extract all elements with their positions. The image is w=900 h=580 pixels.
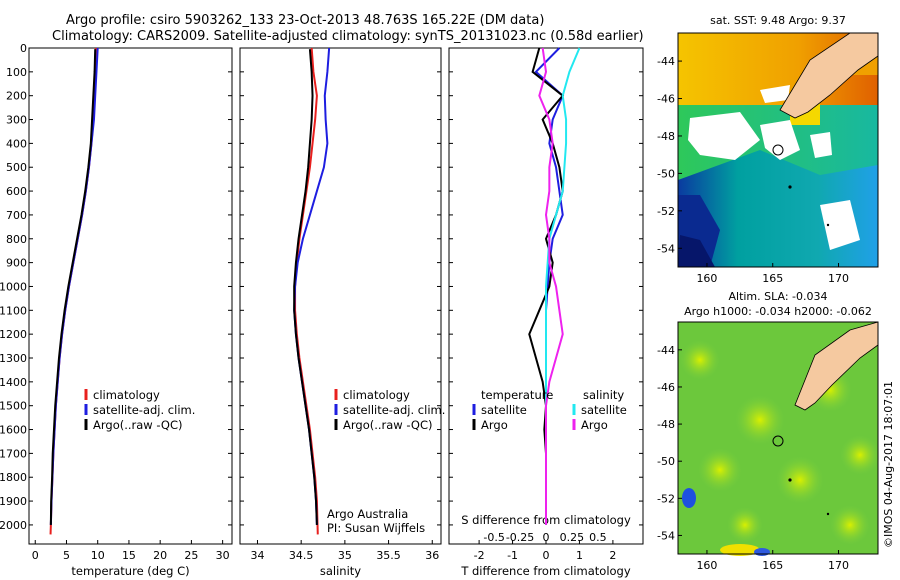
- map-y-tick-label: -48: [657, 418, 675, 431]
- map-y-tick-label: -44: [657, 344, 675, 357]
- legend-entry: satellite: [581, 403, 627, 417]
- diff-x-axis-label: T difference from climatology: [460, 564, 631, 578]
- y-tick-label: 1000: [0, 280, 27, 293]
- y-tick-label: 1200: [0, 328, 27, 341]
- sal-x-tick-label: 36: [425, 549, 439, 562]
- legend-entry: Argo(..raw -QC): [93, 418, 183, 432]
- temp-x-tick-label: 10: [91, 549, 105, 562]
- map-x-tick-label: 170: [828, 559, 849, 572]
- y-tick-label: 1100: [0, 304, 27, 317]
- map-y-tick-label: -46: [657, 381, 675, 394]
- diff-x-tick-label: 2: [609, 549, 616, 562]
- sal-x-tick-label: 34: [250, 549, 264, 562]
- map-x-tick-label: 165: [762, 559, 783, 572]
- y-tick-label: 1700: [0, 447, 27, 460]
- series-line-argo-raw-qc-: [293, 49, 318, 525]
- sla-map-title: Altim. SLA: -0.034: [728, 290, 827, 303]
- temp-x-tick-label: 30: [216, 549, 230, 562]
- series-line-argo-raw-qc-: [49, 49, 97, 525]
- map-y-tick-label: -50: [657, 167, 675, 180]
- y-tick-label: 800: [6, 233, 27, 246]
- map-x-tick-label: 170: [828, 272, 849, 285]
- sst-map-title: sat. SST: 9.48 Argo: 9.37: [710, 14, 846, 27]
- y-tick-label: 1800: [0, 471, 27, 484]
- temp-x-tick-label: 0: [32, 549, 39, 562]
- legend-entry: climatology: [93, 388, 160, 402]
- y-tick-label: 0: [20, 42, 27, 55]
- pi-name: PI: Susan Wijffels: [327, 521, 426, 535]
- sal-x-tick-label: 34.5: [289, 549, 314, 562]
- sla-map: [677, 321, 880, 556]
- legend-entry: satellite: [481, 403, 527, 417]
- diff-x-tick-label: 0: [543, 549, 550, 562]
- y-tick-label: 1400: [0, 376, 27, 389]
- series-line-salinity-argo: [538, 47, 564, 525]
- y-tick-label: 600: [6, 185, 27, 198]
- sla-map-subtitle: Argo h1000: -0.034 h2000: -0.062: [684, 305, 872, 318]
- map-y-tick-label: -44: [657, 55, 675, 68]
- salinity-x-tick-label: -0.25: [506, 531, 534, 544]
- diff-x-tick-label: -1: [507, 549, 518, 562]
- legend-entry: Argo: [481, 418, 508, 432]
- map-x-tick-label: 165: [762, 272, 783, 285]
- sal-x-axis-label: salinity: [320, 564, 361, 578]
- legend-entry: satellite-adj. clim.: [343, 403, 445, 417]
- salinity-x-tick-label: 0.5: [589, 531, 607, 544]
- temp-panel: 0100200300400500600700800900100011001200…: [0, 42, 233, 578]
- legend-salinity-title: salinity: [583, 388, 624, 402]
- salinity-x-tick-label: -0.5: [483, 531, 504, 544]
- sal-x-tick-label: 35: [338, 549, 352, 562]
- credit: Argo Australia: [327, 507, 409, 521]
- sal-panel: 34 34.5 35 35.5 36 salinity climatologysatelli…: [239, 47, 445, 578]
- legend-entry: climatology: [343, 388, 410, 402]
- map-y-tick-label: -52: [657, 205, 675, 218]
- y-tick-label: 700: [6, 209, 27, 222]
- y-tick-label: 500: [6, 161, 27, 174]
- map-y-tick-label: -48: [657, 130, 675, 143]
- y-tick-label: 1500: [0, 400, 27, 413]
- y-tick-label: 2000: [0, 519, 27, 532]
- y-tick-label: 1900: [0, 495, 27, 508]
- y-tick-label: 900: [6, 257, 27, 270]
- y-tick-label: 1600: [0, 424, 27, 437]
- title-line2: Climatology: CARS2009. Satellite-adjuste…: [52, 29, 644, 44]
- title-line1: Argo profile: csiro 5903262_133 23-Oct-2…: [66, 13, 545, 28]
- diff-x-tick-label: -2: [474, 549, 485, 562]
- temp-x-tick-label: 25: [184, 549, 198, 562]
- salinity-x-tick-label: 0.25: [560, 531, 585, 544]
- temp-x-tick-label: 5: [63, 549, 70, 562]
- sal-frame: [239, 47, 442, 545]
- map-y-tick-label: -54: [657, 242, 675, 255]
- y-tick-label: 200: [6, 90, 27, 103]
- temp-x-tick-label: 20: [153, 549, 167, 562]
- sal-x-tick-label: 35.5: [376, 549, 401, 562]
- diff-panel: -2 -1 0 1 2-0.5 -0.25 0 0.25 0.5S difference fro…: [448, 47, 644, 578]
- sst-map: [677, 32, 879, 268]
- legend-entry: satellite-adj. clim.: [93, 403, 195, 417]
- temp-x-axis-label: temperature (deg C): [71, 564, 189, 578]
- temp-frame: [28, 47, 233, 545]
- map-x-tick-label: 160: [696, 272, 717, 285]
- map-y-tick-label: -46: [657, 93, 675, 106]
- salinity-x-tick-label: 0: [543, 531, 550, 544]
- y-tick-label: 400: [6, 137, 27, 150]
- legend-temperature-title: temperature: [481, 388, 553, 402]
- legend-entry: Argo: [581, 418, 608, 432]
- y-tick-label: 100: [6, 66, 27, 79]
- map-x-tick-label: 160: [696, 559, 717, 572]
- diff-x-tick-label: 1: [576, 549, 583, 562]
- temp-x-tick-label: 15: [122, 549, 136, 562]
- legend-entry: Argo(..raw -QC): [343, 418, 433, 432]
- timestamp-stamp: ©IMOS 04-Aug-2017 18:07:01: [882, 381, 895, 548]
- map-y-tick-label: -52: [657, 492, 675, 505]
- y-tick-label: 1300: [0, 352, 27, 365]
- map-y-tick-label: -54: [657, 529, 675, 542]
- map-y-tick-label: -50: [657, 455, 675, 468]
- y-tick-label: 300: [6, 114, 27, 127]
